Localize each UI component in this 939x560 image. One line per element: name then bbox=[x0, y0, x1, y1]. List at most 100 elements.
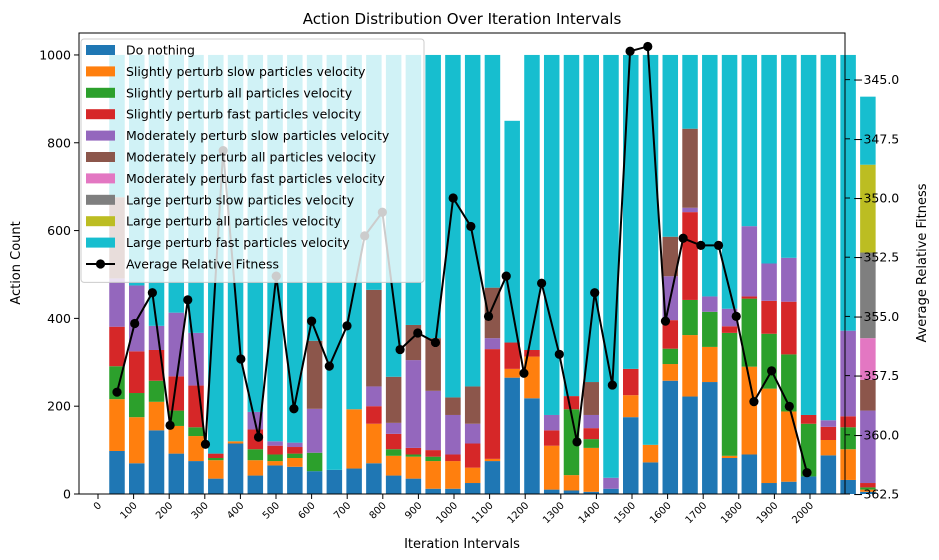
bar-segment bbox=[840, 330, 856, 417]
y-tick-label: 800 bbox=[47, 135, 71, 150]
bar-segment bbox=[721, 54, 738, 309]
fitness-point bbox=[554, 349, 564, 359]
bar-segment bbox=[524, 54, 540, 350]
bar-segment bbox=[741, 366, 758, 455]
fitness-point bbox=[572, 437, 582, 447]
bar-segment bbox=[860, 96, 876, 165]
bar-segment bbox=[682, 212, 698, 300]
y-tick-label: 400 bbox=[47, 311, 71, 326]
fitness-point bbox=[625, 46, 635, 56]
bar-segment bbox=[721, 332, 738, 456]
bar-segment bbox=[188, 436, 204, 462]
bar-segment bbox=[109, 450, 125, 494]
bar-segment bbox=[129, 463, 145, 494]
bar-segment bbox=[168, 425, 185, 454]
bar-segment bbox=[761, 300, 777, 334]
bar-segment bbox=[267, 454, 283, 462]
legend-label: Large perturb slow particles velocity bbox=[126, 192, 355, 207]
fitness-line-group bbox=[112, 41, 812, 478]
bar-segment bbox=[504, 342, 520, 369]
bar-segment bbox=[109, 278, 125, 327]
bar-segment bbox=[366, 289, 382, 387]
legend-line-marker bbox=[95, 259, 106, 269]
y-tick-label: 0 bbox=[63, 487, 71, 502]
bar-segment bbox=[109, 326, 125, 367]
y2-axis-label: Average Relative Fitness bbox=[915, 183, 930, 342]
bar-segment bbox=[840, 479, 856, 494]
bar-segment bbox=[800, 476, 817, 494]
fitness-point bbox=[501, 271, 511, 281]
fitness-point bbox=[696, 240, 706, 250]
bar-segment bbox=[425, 390, 441, 451]
bar-segment bbox=[860, 164, 876, 253]
bar-segment bbox=[405, 447, 422, 455]
bar-segment bbox=[820, 426, 837, 440]
fitness-point bbox=[413, 328, 423, 338]
legend-swatch bbox=[86, 87, 115, 98]
bar-segment bbox=[287, 453, 303, 458]
fitness-point bbox=[448, 193, 458, 203]
bar-segment bbox=[188, 427, 204, 437]
bar-segment bbox=[860, 483, 876, 488]
bar-segment bbox=[702, 311, 718, 347]
legend-label: Do nothing bbox=[126, 43, 195, 58]
bar-segment bbox=[820, 440, 837, 456]
bar-segment bbox=[326, 469, 343, 494]
fitness-point bbox=[731, 311, 741, 322]
bar-segment bbox=[366, 386, 382, 407]
bar-segment bbox=[682, 396, 698, 494]
bar-segment bbox=[287, 442, 303, 448]
fitness-point bbox=[289, 404, 299, 414]
bar-segment bbox=[623, 417, 639, 494]
legend: Do nothing Slightly perturb slow particle… bbox=[80, 38, 425, 283]
bar-segment bbox=[366, 423, 382, 464]
bar-segment bbox=[563, 54, 580, 397]
fitness-point bbox=[678, 233, 688, 243]
bar-segment bbox=[642, 444, 659, 463]
fitness-point bbox=[483, 311, 494, 322]
bar-segment bbox=[583, 447, 599, 492]
legend-frame bbox=[80, 38, 425, 283]
legend-swatch bbox=[86, 45, 115, 55]
bar-segment bbox=[464, 483, 481, 494]
legend-label: Large perturb fast particles velocity bbox=[126, 235, 350, 250]
bar-segment bbox=[445, 488, 461, 494]
fitness-point bbox=[749, 397, 759, 407]
bar-segment bbox=[464, 443, 481, 468]
fitness-point bbox=[660, 316, 671, 326]
bar-segment bbox=[425, 461, 441, 489]
y2-tick-label: −360.0 bbox=[853, 427, 899, 442]
bar-segment bbox=[721, 458, 738, 494]
bar-segment bbox=[247, 475, 264, 494]
bar-segment bbox=[623, 395, 639, 418]
y2-tick-label: −347.5 bbox=[853, 131, 899, 146]
bar-segment bbox=[188, 461, 204, 494]
bar-segment bbox=[148, 401, 165, 431]
bar-segment bbox=[484, 338, 501, 350]
bar-segment bbox=[385, 475, 402, 494]
bar-segment bbox=[425, 338, 441, 391]
bar-segment bbox=[267, 445, 283, 455]
bar-segment bbox=[702, 346, 718, 383]
legend-label: Slightly perturb fast particles velocity bbox=[126, 107, 362, 122]
bar-segment bbox=[623, 54, 639, 369]
bar-segment bbox=[425, 54, 441, 339]
bar-segment bbox=[563, 396, 580, 410]
bar-segment bbox=[860, 410, 876, 484]
fitness-point bbox=[713, 240, 724, 250]
bar-segment bbox=[445, 414, 461, 455]
bar-segment bbox=[840, 416, 856, 428]
y-tick-label: 200 bbox=[47, 399, 71, 414]
bar-segment bbox=[860, 252, 876, 339]
bar-segment bbox=[820, 54, 837, 421]
y2-tick-label: −362.5 bbox=[853, 487, 899, 502]
bar-segment bbox=[860, 487, 876, 490]
bar-segment bbox=[208, 478, 224, 494]
bar-segment bbox=[208, 460, 224, 479]
bar-segment bbox=[129, 393, 145, 418]
bar-segment bbox=[860, 491, 876, 494]
bar-segment bbox=[405, 360, 422, 448]
bar-segment bbox=[405, 478, 422, 494]
fitness-point bbox=[342, 321, 352, 331]
y2-axis: −362.5 −360.0 −357.5 −355.0 −352.5 −350.0 −347… bbox=[845, 72, 899, 502]
